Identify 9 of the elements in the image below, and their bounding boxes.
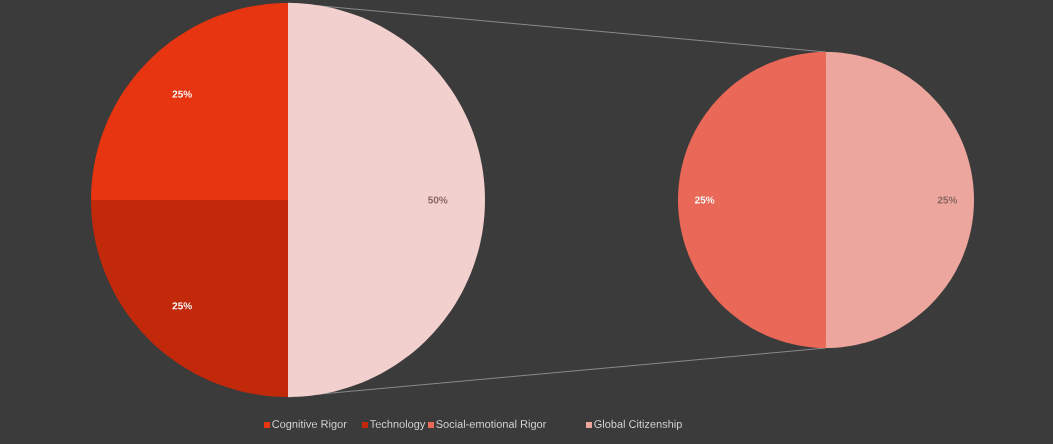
legend-label: Technology (369, 419, 426, 431)
data-label: 25% (172, 302, 192, 310)
data-label: 25% (172, 90, 192, 98)
data-label: 25% (694, 196, 715, 204)
legend-label: Cognitive Rigor (272, 419, 347, 431)
legend-label: Global Citizenship (594, 419, 682, 431)
data-label: 25% (937, 196, 958, 204)
data-label: 50% (428, 196, 448, 204)
legend-label: Social-emotional Rigor (436, 419, 547, 431)
